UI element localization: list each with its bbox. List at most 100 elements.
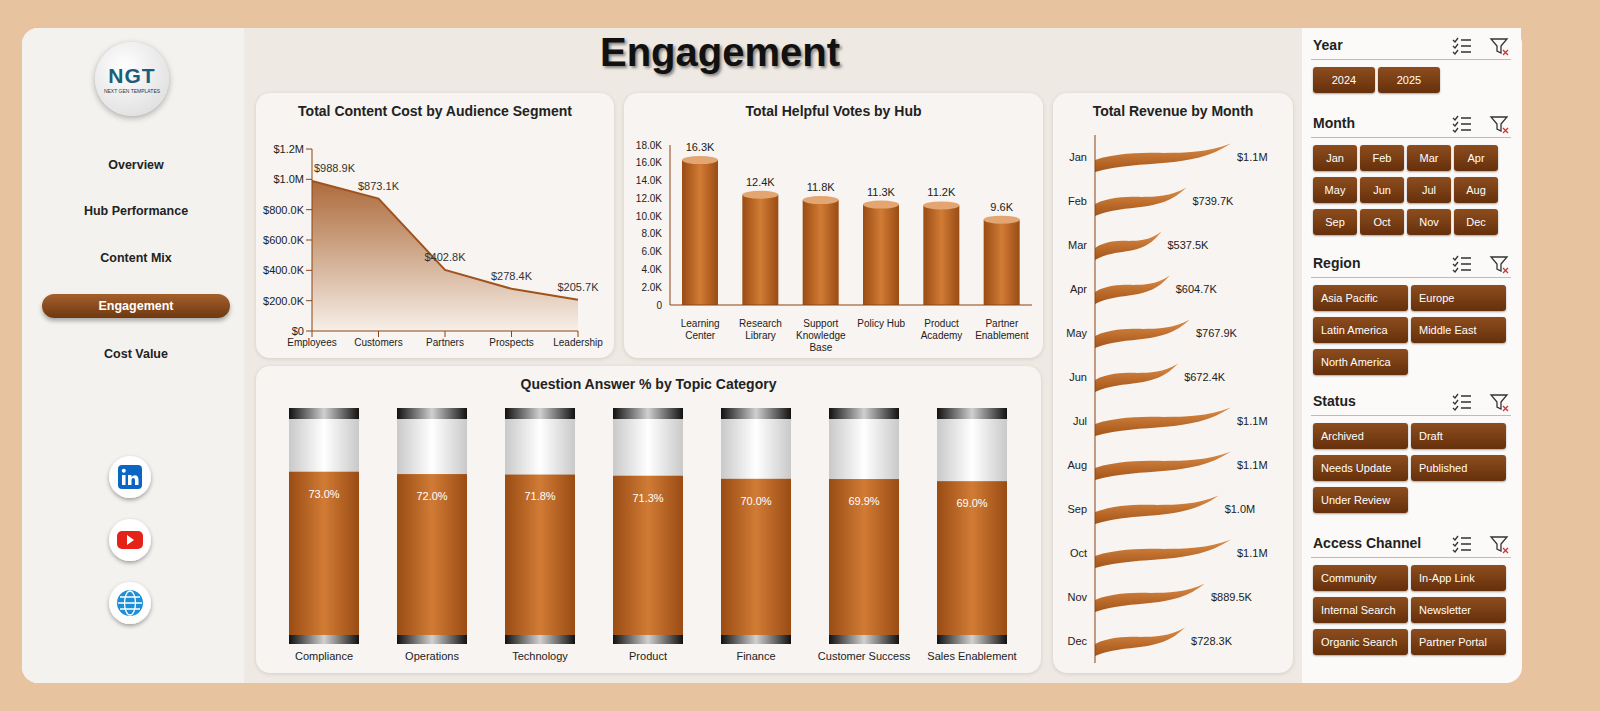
svg-text:Customer Success: Customer Success <box>818 650 911 662</box>
svg-text:$988.9K: $988.9K <box>314 162 356 174</box>
html-text:Mar: Mar <box>1419 152 1439 164</box>
svg-text:ProductAcademy: ProductAcademy <box>921 318 963 341</box>
svg-text:May: May <box>1066 327 1087 339</box>
svg-text:11.2K: 11.2K <box>927 186 956 198</box>
svg-text:$402.8K: $402.8K <box>425 251 467 263</box>
html-text:Apr: Apr <box>1467 152 1485 164</box>
svg-text:Jan: Jan <box>1069 151 1087 163</box>
html-text:Overview: Overview <box>108 158 164 172</box>
html-text:2025: 2025 <box>1396 74 1422 86</box>
svg-text:Jul: Jul <box>1073 415 1087 427</box>
html-text:NGT: NGT <box>108 64 156 87</box>
svg-text:$200.0K: $200.0K <box>263 295 305 307</box>
svg-text:$672.4K: $672.4K <box>1184 371 1226 383</box>
svg-text:11.3K: 11.3K <box>867 186 896 198</box>
html-text:Region: Region <box>1313 255 1361 271</box>
svg-text:12.0K: 12.0K <box>636 193 662 204</box>
svg-text:18.0K: 18.0K <box>636 140 662 151</box>
html-text:Month: Month <box>1313 115 1355 131</box>
svg-text:4.0K: 4.0K <box>641 264 662 275</box>
html-text:May: May <box>1324 184 1346 196</box>
html-text:Year: Year <box>1313 37 1343 53</box>
svg-text:Policy Hub: Policy Hub <box>857 318 905 329</box>
svg-text:Employees: Employees <box>287 337 336 348</box>
svg-text:Apr: Apr <box>1070 283 1087 295</box>
svg-text:$889.5K: $889.5K <box>1211 591 1253 603</box>
svg-text:LearningCenter: LearningCenter <box>681 318 720 341</box>
svg-text:8.0K: 8.0K <box>641 228 662 239</box>
svg-text:69.9%: 69.9% <box>848 495 879 507</box>
svg-text:16.3K: 16.3K <box>686 141 715 153</box>
svg-text:$1.1M: $1.1M <box>1237 459 1268 471</box>
svg-text:$1.2M: $1.2M <box>273 143 304 155</box>
svg-text:16.0K: 16.0K <box>636 157 662 168</box>
html-text:2024: 2024 <box>1331 74 1357 86</box>
svg-text:SupportKnowledgeBase: SupportKnowledgeBase <box>796 318 846 353</box>
svg-text:$400.0K: $400.0K <box>263 264 305 276</box>
svg-text:$873.1K: $873.1K <box>358 180 400 192</box>
svg-text:Oct: Oct <box>1070 547 1087 559</box>
svg-text:Partners: Partners <box>426 337 464 348</box>
svg-text:Leadership: Leadership <box>553 337 603 348</box>
html-text:Access Channel: Access Channel <box>1313 535 1422 551</box>
svg-text:$739.7K: $739.7K <box>1192 195 1234 207</box>
svg-text:14.0K: 14.0K <box>636 175 662 186</box>
html-text:Total Revenue by Month: Total Revenue by Month <box>1092 103 1254 119</box>
svg-text:70.0%: 70.0% <box>740 495 771 507</box>
svg-text:$1.0M: $1.0M <box>273 173 304 185</box>
svg-text:Product: Product <box>629 650 667 662</box>
svg-text:Customers: Customers <box>354 337 402 348</box>
svg-text:$278.4K: $278.4K <box>491 270 533 282</box>
svg-text:$0: $0 <box>292 325 304 337</box>
svg-text:Compliance: Compliance <box>295 650 353 662</box>
svg-text:$800.0K: $800.0K <box>263 204 305 216</box>
svg-text:Sep: Sep <box>1067 503 1087 515</box>
svg-text:73.0%: 73.0% <box>308 488 339 500</box>
svg-text:ResearchLibrary: ResearchLibrary <box>739 318 782 341</box>
svg-text:PartnerEnablement: PartnerEnablement <box>975 318 1029 341</box>
svg-text:69.0%: 69.0% <box>956 497 987 509</box>
svg-text:11.8K: 11.8K <box>807 181 836 193</box>
svg-text:$604.7K: $604.7K <box>1176 283 1218 295</box>
svg-text:$600.0K: $600.0K <box>263 234 305 246</box>
svg-text:$1.0M: $1.0M <box>1225 503 1256 515</box>
svg-text:Jun: Jun <box>1069 371 1087 383</box>
svg-text:71.3%: 71.3% <box>632 492 663 504</box>
svg-text:Dec: Dec <box>1067 635 1087 647</box>
svg-text:71.8%: 71.8% <box>524 490 555 502</box>
html-text:Question Answer % by Topic Cat: Question Answer % by Topic Category <box>520 376 777 392</box>
svg-text:Aug: Aug <box>1067 459 1087 471</box>
svg-text:$767.9K: $767.9K <box>1196 327 1238 339</box>
html-text:Engagement: Engagement <box>600 30 840 74</box>
html-text:Feb: Feb <box>1372 152 1392 164</box>
svg-text:Sales Enablement: Sales Enablement <box>927 650 1016 662</box>
svg-text:Operations: Operations <box>405 650 459 662</box>
html-text:Status: Status <box>1313 393 1356 409</box>
svg-text:$537.5K: $537.5K <box>1167 239 1209 251</box>
html-text:Jan: Jan <box>1326 152 1344 164</box>
svg-text:$1.1M: $1.1M <box>1237 547 1268 559</box>
svg-text:12.4K: 12.4K <box>746 176 775 188</box>
html-text:Engagement: Engagement <box>98 299 174 313</box>
svg-text:6.0K: 6.0K <box>641 246 662 257</box>
svg-text:Finance: Finance <box>736 650 775 662</box>
html-text:Cost Value: Cost Value <box>104 347 168 361</box>
svg-text:72.0%: 72.0% <box>416 490 447 502</box>
svg-text:$1.1M: $1.1M <box>1237 415 1268 427</box>
html-text:Hub Performance: Hub Performance <box>83 204 189 218</box>
svg-text:Prospects: Prospects <box>489 337 533 348</box>
svg-text:9.6K: 9.6K <box>990 201 1013 213</box>
svg-text:Feb: Feb <box>1068 195 1087 207</box>
svg-text:Nov: Nov <box>1067 591 1087 603</box>
html-text:Total Content Cost by Audience: Total Content Cost by Audience Segment <box>298 103 572 119</box>
svg-text:Mar: Mar <box>1068 239 1087 251</box>
svg-text:$1.1M: $1.1M <box>1237 151 1268 163</box>
html-text:Content Mix: Content Mix <box>100 251 172 265</box>
svg-text:2.0K: 2.0K <box>641 282 662 293</box>
svg-text:$728.3K: $728.3K <box>1191 635 1233 647</box>
svg-text:10.0K: 10.0K <box>636 211 662 222</box>
svg-text:Technology: Technology <box>512 650 568 662</box>
svg-text:0: 0 <box>656 300 662 311</box>
svg-text:$205.7K: $205.7K <box>558 281 600 293</box>
html-text:Total Helpful Votes by Hub: Total Helpful Votes by Hub <box>745 103 922 119</box>
